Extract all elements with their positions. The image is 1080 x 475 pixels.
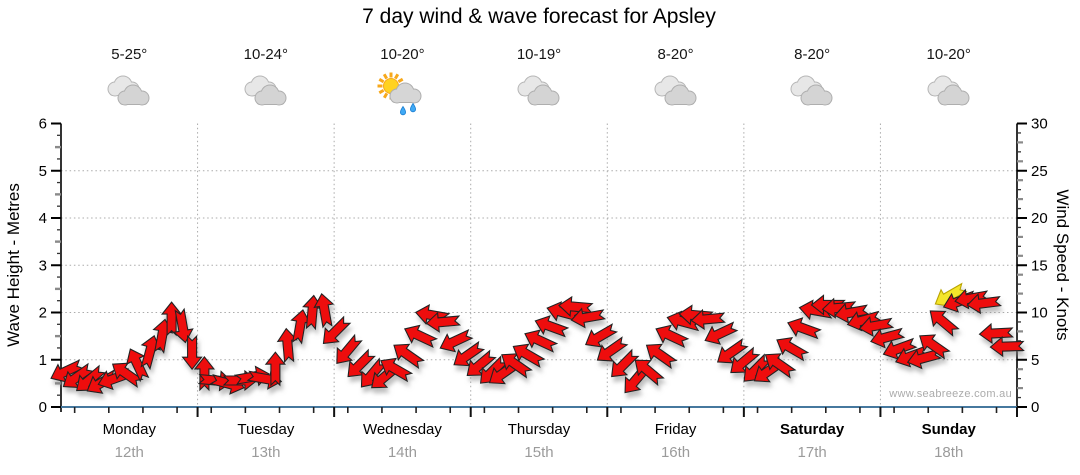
day-name-label: Sunday <box>921 421 976 438</box>
wind-arrow <box>524 329 559 353</box>
wind-arrow <box>764 353 797 379</box>
temp-range-label: 10-20° <box>926 46 971 63</box>
wind-arrow-series <box>50 282 1025 395</box>
weather-icon <box>648 72 704 123</box>
weather-icon <box>784 72 840 123</box>
wind-arrow <box>596 336 629 362</box>
wind-arrow <box>336 333 363 365</box>
wind-arrow <box>439 329 474 353</box>
watermark: www.seabreeze.com.au <box>889 388 1012 400</box>
wind-arrow <box>954 288 990 310</box>
left-axis-tick-label: 4 <box>39 210 47 227</box>
wind-arrow <box>403 324 439 348</box>
clouds-icon <box>654 75 697 106</box>
wind-arrow <box>534 315 570 338</box>
wind-arrow <box>634 359 665 387</box>
wind-arrow <box>929 310 960 337</box>
sun-cloud-rain-icon <box>377 72 422 116</box>
day-date-label: 12th <box>114 444 144 461</box>
right-axis-tick-label: 0 <box>1031 399 1039 416</box>
right-axis-tick-label: 10 <box>1031 305 1048 322</box>
wind-arrow <box>585 323 619 348</box>
wind-arrow <box>181 334 203 371</box>
wind-arrow <box>322 315 352 345</box>
wind-arrow <box>989 336 1025 358</box>
left-axis-tick-label: 0 <box>39 399 47 416</box>
wind-arrow <box>645 343 678 370</box>
left-axis-tick-label: 5 <box>39 163 47 180</box>
weather-icon <box>101 72 157 123</box>
wind-arrow <box>425 311 462 333</box>
day-date-label: 17th <box>797 444 827 461</box>
day-date-label: 18th <box>934 444 964 461</box>
clouds-icon <box>927 75 970 106</box>
temp-range-label: 8-20° <box>657 46 694 63</box>
clouds-icon <box>107 75 150 106</box>
wind-arrow <box>172 307 194 344</box>
weather-icon <box>238 72 294 123</box>
right-axis-tick-label: 20 <box>1031 210 1048 227</box>
left-axis-tick-label: 1 <box>39 352 47 369</box>
wind-arrow <box>966 293 1003 315</box>
wind-arrow <box>834 302 870 324</box>
day-name-label: Tuesday <box>237 421 295 438</box>
weather-icon <box>511 72 567 123</box>
wind-arrow <box>111 362 144 388</box>
temp-range-label: 10-20° <box>380 46 425 63</box>
wind-arrow <box>690 308 727 331</box>
wind-arrow <box>787 317 822 340</box>
wind-arrow <box>570 307 607 329</box>
left-axis-tick-label: 6 <box>39 116 47 133</box>
clouds-icon <box>244 75 287 106</box>
day-date-label: 16th <box>660 444 691 461</box>
wind-arrow <box>776 336 810 362</box>
wind-arrow <box>453 340 486 367</box>
day-name-label: Friday <box>654 421 697 438</box>
right-axis-tick-label: 15 <box>1031 257 1048 274</box>
wind-arrow <box>193 356 216 392</box>
temp-range-label: 8-20° <box>794 46 831 63</box>
wind-arrow <box>611 348 640 378</box>
wind-arrow <box>870 327 906 349</box>
wind-arrow <box>125 348 150 383</box>
left-axis-tick-label: 2 <box>39 305 47 322</box>
wind-arrow <box>393 343 425 370</box>
wind-arrow <box>264 351 287 387</box>
day-name-label: Saturday <box>780 421 845 438</box>
wind-arrow <box>858 315 895 337</box>
left-axis-tick-label: 3 <box>39 257 47 274</box>
right-axis-tick-label: 25 <box>1031 163 1048 180</box>
wind-arrow <box>140 334 162 371</box>
right-axis-tick-label: 30 <box>1031 116 1048 133</box>
temp-range-label: 5-25° <box>111 46 148 63</box>
wind-arrow <box>906 348 943 370</box>
day-date-label: 15th <box>524 444 554 461</box>
day-name-label: Wednesday <box>362 421 442 438</box>
page-title: 7 day wind & wave forecast for Apsley <box>362 5 716 28</box>
wind-arrow <box>919 334 951 360</box>
wind-arrow <box>313 292 335 329</box>
day-name-label: Monday <box>102 421 156 438</box>
right-axis-tick-label: 5 <box>1031 352 1039 369</box>
weather-icon <box>921 72 977 123</box>
wind-arrow <box>501 353 533 379</box>
temp-range-label: 10-19° <box>516 46 562 63</box>
day-date-label: 13th <box>251 444 281 461</box>
wind-arrow <box>655 324 690 348</box>
wind-arrow <box>882 337 918 360</box>
wind-arrow <box>512 343 546 369</box>
wind-arrow <box>558 295 594 318</box>
clouds-icon <box>790 75 833 106</box>
clouds-icon <box>517 75 560 106</box>
weather-icon <box>374 72 430 123</box>
wind-arrow <box>978 322 1015 345</box>
day-name-label: Thursday <box>507 421 571 438</box>
wind-arrow <box>704 321 739 345</box>
day-date-label: 14th <box>387 444 418 461</box>
wind-arrow <box>716 338 749 364</box>
wind-arrow <box>380 357 414 383</box>
temp-range-label: 10-24° <box>243 46 289 63</box>
